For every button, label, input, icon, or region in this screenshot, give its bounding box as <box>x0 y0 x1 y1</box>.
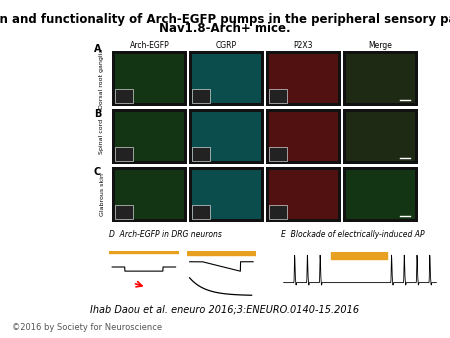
Bar <box>186 250 256 255</box>
Bar <box>115 205 133 219</box>
Bar <box>109 250 179 254</box>
Bar <box>115 147 133 161</box>
Bar <box>112 109 187 164</box>
Text: Spinal cord: Spinal cord <box>99 119 104 154</box>
Text: ©2016 by Society for Neuroscience: ©2016 by Society for Neuroscience <box>12 323 162 333</box>
Text: D  Arch-EGFP in DRG neurons: D Arch-EGFP in DRG neurons <box>109 230 222 239</box>
Bar <box>332 252 387 259</box>
Text: Arch-EGFP: Arch-EGFP <box>130 41 169 50</box>
Bar <box>115 170 184 219</box>
Bar <box>269 170 338 219</box>
Text: CGRP: CGRP <box>216 41 237 50</box>
Bar <box>346 170 415 219</box>
Bar <box>192 147 210 161</box>
Text: B: B <box>94 109 101 119</box>
Bar <box>346 54 415 103</box>
Bar <box>192 170 261 219</box>
Bar <box>192 54 261 103</box>
Text: Ihab Daou et al. eneuro 2016;3:ENEURO.0140-15.2016: Ihab Daou et al. eneuro 2016;3:ENEURO.01… <box>90 305 360 315</box>
Text: Dorsal root ganglia: Dorsal root ganglia <box>99 48 104 108</box>
Bar <box>115 54 184 103</box>
Text: C: C <box>94 167 101 177</box>
Bar <box>112 51 187 106</box>
Bar <box>189 167 264 222</box>
Text: A: A <box>94 44 102 54</box>
Bar <box>343 51 418 106</box>
Bar <box>266 109 341 164</box>
Text: E  Blockade of electrically-induced AP: E Blockade of electrically-induced AP <box>281 230 425 239</box>
Text: P2X3: P2X3 <box>294 41 313 50</box>
Bar <box>343 167 418 222</box>
Bar <box>269 147 287 161</box>
Bar <box>192 112 261 161</box>
Bar <box>112 167 187 222</box>
Text: Merge: Merge <box>369 41 392 50</box>
Bar <box>115 89 133 103</box>
Bar <box>266 51 341 106</box>
Bar <box>269 89 287 103</box>
Bar <box>192 89 210 103</box>
Bar <box>269 54 338 103</box>
Bar <box>269 112 338 161</box>
Bar <box>189 51 264 106</box>
Bar <box>346 112 415 161</box>
Text: Distribution and functionality of Arch-EGFP pumps in the peripheral sensory path: Distribution and functionality of Arch-E… <box>0 13 450 26</box>
Bar <box>343 109 418 164</box>
Bar <box>269 205 287 219</box>
Bar <box>189 109 264 164</box>
Text: Nav1.8-Arch+ mice.: Nav1.8-Arch+ mice. <box>159 22 291 35</box>
Text: Glabrous skin: Glabrous skin <box>99 173 104 216</box>
Bar <box>266 167 341 222</box>
Bar <box>192 205 210 219</box>
Bar <box>115 112 184 161</box>
